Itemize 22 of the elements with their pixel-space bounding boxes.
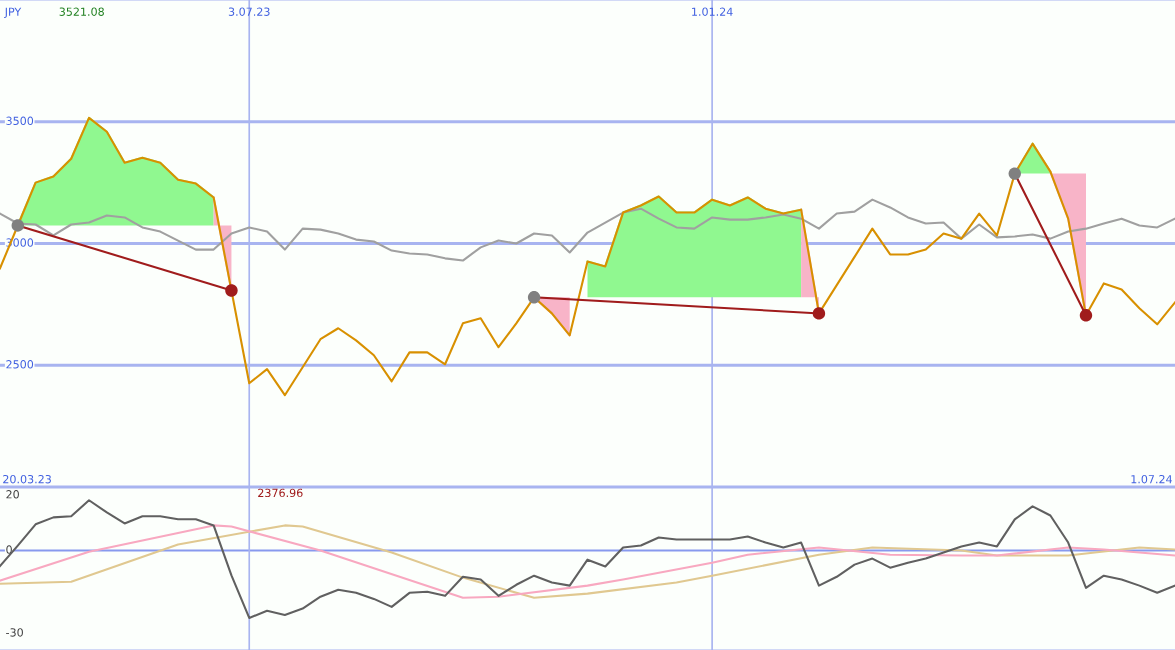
point: [11, 219, 25, 232]
annotation: JPY: [4, 7, 22, 18]
y-tick-label: 0: [6, 545, 12, 554]
y-tick-label: 2500: [6, 360, 34, 369]
point: [812, 307, 826, 320]
x-tick-label: 3.07.23: [228, 7, 270, 16]
point: [1079, 309, 1093, 322]
x-tick-label: 1.01.24: [692, 7, 733, 16]
annotation: 20.03.23: [3, 474, 51, 484]
line-series: [0, 499, 1175, 619]
point: [527, 291, 541, 304]
line-series: [0, 524, 1175, 599]
point: [1008, 167, 1021, 180]
y-tick-label: 20: [6, 490, 19, 499]
annotation: 2376.96: [258, 488, 303, 498]
y-tick-label: 3500: [6, 116, 34, 125]
line-series: [0, 198, 1175, 262]
annotation: 1.07.24: [1131, 474, 1173, 484]
annotation: 3521.08: [59, 7, 104, 16]
line-series: [0, 116, 1175, 397]
point: [225, 284, 238, 297]
y-tick-label: -30: [6, 628, 23, 637]
